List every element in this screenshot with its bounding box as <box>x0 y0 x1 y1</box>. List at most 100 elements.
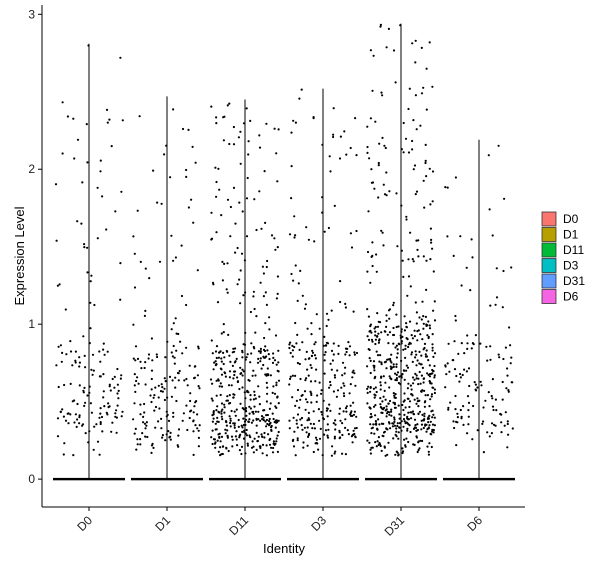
data-point-D11 <box>258 445 261 448</box>
data-point-D3 <box>312 450 315 454</box>
data-point-D3 <box>345 410 348 413</box>
data-point-D0 <box>102 348 105 351</box>
data-point-D11 <box>217 450 220 453</box>
data-point-D1 <box>176 371 180 375</box>
data-point-D11 <box>257 410 260 413</box>
data-point-D6 <box>447 342 450 345</box>
data-point-D31 <box>376 440 379 443</box>
data-point-D0 <box>76 220 79 223</box>
data-point-D11 <box>228 354 231 357</box>
data-point-D3 <box>348 392 351 395</box>
data-point-D0 <box>106 350 109 353</box>
data-point-D31 <box>374 120 377 123</box>
data-point-D31 <box>415 377 418 380</box>
data-point-D11 <box>273 359 277 362</box>
data-point-D31 <box>378 423 381 426</box>
data-point-D3 <box>290 272 293 276</box>
data-point-D3 <box>323 335 326 338</box>
data-point-D3 <box>323 230 326 233</box>
data-point-D11 <box>229 425 232 428</box>
data-point-D31 <box>413 378 416 381</box>
data-point-D11 <box>262 419 265 422</box>
data-point-D11 <box>262 363 265 367</box>
data-point-D3 <box>353 427 357 430</box>
data-point-D11 <box>277 419 280 422</box>
data-point-D6 <box>510 381 513 384</box>
data-point-D0 <box>96 440 100 443</box>
data-point-D11 <box>257 350 261 353</box>
data-point-D6 <box>476 429 479 432</box>
data-point-D11 <box>247 420 250 423</box>
data-point-D6 <box>453 368 457 371</box>
data-point-D6 <box>502 269 505 273</box>
data-point-D31 <box>428 167 431 170</box>
data-point-D6 <box>508 326 511 329</box>
data-point-D1 <box>144 267 147 270</box>
data-point-D6 <box>458 380 461 383</box>
data-point-D3 <box>314 436 318 439</box>
data-point-D31 <box>428 414 431 417</box>
data-point-D31 <box>406 387 409 390</box>
data-point-D6 <box>488 208 491 211</box>
data-point-D3 <box>344 353 347 356</box>
data-point-D1 <box>168 375 172 378</box>
data-point-D6 <box>444 386 447 389</box>
data-point-D0 <box>115 409 118 412</box>
data-point-D6 <box>507 390 510 393</box>
data-point-D31 <box>392 342 395 345</box>
data-point-D0 <box>61 152 64 155</box>
data-point-D3 <box>292 445 296 448</box>
x-tick-label: D1 <box>152 513 173 534</box>
data-point-D11 <box>235 357 238 360</box>
data-point-D6 <box>470 347 473 350</box>
data-point-D1 <box>170 328 173 331</box>
data-point-D0 <box>100 415 104 419</box>
data-point-D11 <box>238 201 241 204</box>
data-point-D11 <box>220 357 223 360</box>
data-point-D11 <box>221 418 224 421</box>
data-point-D3 <box>344 453 347 456</box>
data-point-D11 <box>225 424 228 427</box>
data-point-D1 <box>192 420 195 423</box>
data-point-D6 <box>490 394 493 398</box>
data-point-D3 <box>311 427 314 430</box>
data-point-D6 <box>459 408 462 412</box>
data-point-D3 <box>334 428 337 431</box>
data-point-D31 <box>428 405 431 408</box>
data-point-D11 <box>268 357 271 361</box>
data-point-D11 <box>252 451 255 454</box>
data-point-D3 <box>344 306 347 309</box>
data-point-D31 <box>433 319 437 322</box>
data-point-D11 <box>214 446 217 449</box>
data-point-D31 <box>430 433 433 436</box>
data-point-D31 <box>396 371 400 374</box>
data-point-D3 <box>340 386 343 389</box>
data-point-D11 <box>236 376 239 379</box>
data-point-D0 <box>78 361 81 364</box>
data-point-D11 <box>249 398 252 401</box>
data-point-D31 <box>414 94 417 97</box>
data-point-D6 <box>466 347 469 350</box>
data-point-D0 <box>121 410 124 413</box>
data-point-D31 <box>395 363 398 366</box>
data-point-D31 <box>369 359 372 362</box>
data-point-D0 <box>92 369 95 372</box>
data-point-D31 <box>396 352 399 355</box>
data-point-D3 <box>308 357 311 360</box>
data-point-D0 <box>63 383 66 387</box>
data-point-D31 <box>422 327 425 330</box>
data-point-D31 <box>403 399 406 402</box>
data-point-D1 <box>135 448 138 451</box>
data-point-D3 <box>354 384 357 387</box>
data-point-D0 <box>62 415 65 418</box>
data-point-D1 <box>177 428 181 431</box>
data-point-D3 <box>305 377 308 380</box>
data-point-D3 <box>349 232 352 235</box>
data-point-D31 <box>410 393 413 396</box>
data-point-D0 <box>76 418 79 421</box>
data-point-D1 <box>190 198 193 201</box>
data-point-D11 <box>275 440 278 443</box>
data-point-D31 <box>418 399 421 402</box>
data-point-D0 <box>95 423 98 426</box>
data-point-D1 <box>136 209 139 212</box>
